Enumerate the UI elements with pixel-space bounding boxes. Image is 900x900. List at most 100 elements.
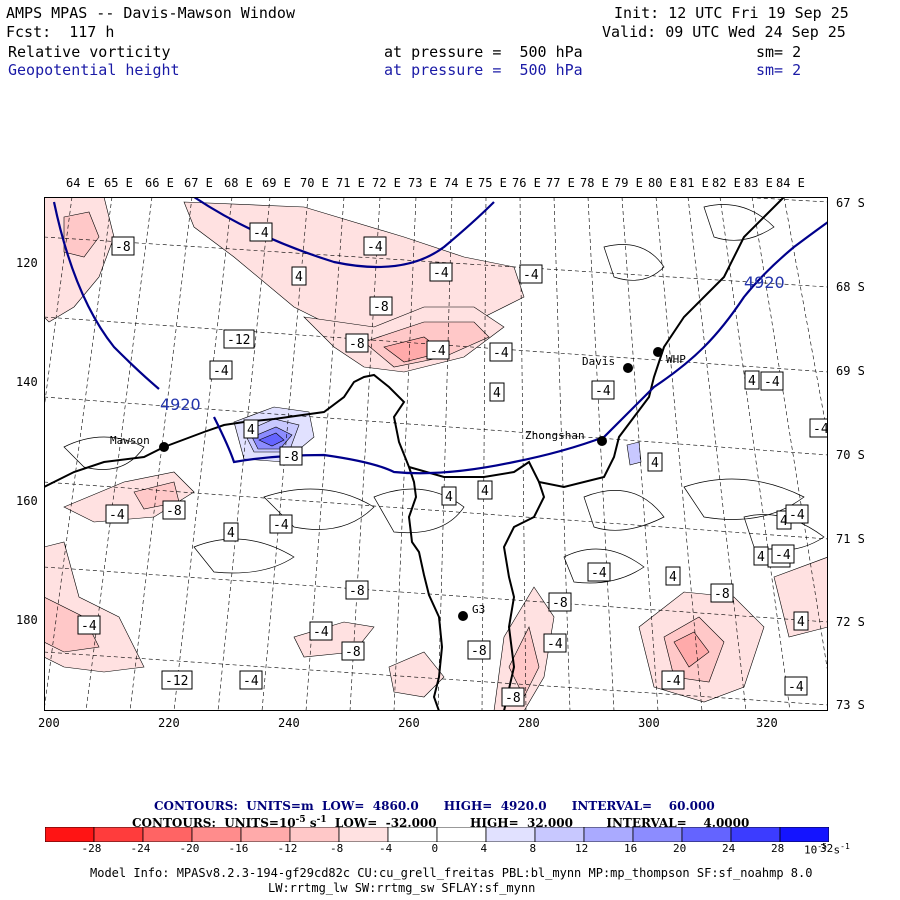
vorticity-label-box <box>771 544 795 564</box>
vorticity-label-box <box>429 262 453 282</box>
field2-smoothing: sm= 2 <box>756 61 802 79</box>
colorbar-swatch <box>534 827 585 842</box>
vorticity-label: -4 <box>273 518 289 533</box>
vorticity-label-box <box>665 566 681 586</box>
vorticity-contour-info: CONTOURS: UNITS=10-5 s-1 LOW= -32.000 HI… <box>132 812 749 832</box>
colorbar-label: 8 <box>529 842 537 855</box>
colorbar-units-exponent: -5 <box>817 842 827 851</box>
vorticity-label: -4 <box>493 346 509 361</box>
station-label-mawson: Mawson <box>110 434 150 447</box>
lon-label: 71 E <box>336 176 365 190</box>
vorticity-label-box <box>647 452 663 472</box>
colorbar-units-tail: s <box>826 843 841 857</box>
vorticity-label-box <box>489 342 513 362</box>
height-contours <box>52 197 828 475</box>
colorbar-swatch <box>240 827 291 842</box>
colorbar-swatch <box>142 827 193 842</box>
colorbar-swatch <box>485 827 536 842</box>
mawson-marker <box>159 442 169 452</box>
vorticity-label-box <box>309 621 333 641</box>
colorbar-label: -16 <box>228 842 249 855</box>
lon-label: 67 E <box>184 176 213 190</box>
whp-marker <box>653 347 663 357</box>
station-markers <box>159 347 663 621</box>
vorticity-label-box <box>369 296 393 316</box>
vorticity-label: 4 <box>247 423 255 438</box>
colorbar-label: -8 <box>330 842 344 855</box>
vorticity-label: -4 <box>789 508 805 523</box>
vorticity-label-box <box>785 504 809 524</box>
zhongshan-marker <box>597 436 607 446</box>
vorticity-label-box <box>162 500 186 520</box>
colorbar-units-exponent2: -1 <box>840 842 850 851</box>
vorticity-label: -12 <box>165 674 188 689</box>
vorticity-label-box <box>489 382 505 402</box>
vorticity-label: -8 <box>552 596 568 611</box>
lon-label: 76 E <box>512 176 541 190</box>
vorticity-label-box <box>587 562 611 582</box>
lat-label: 71 S <box>836 532 865 546</box>
field1-smoothing: sm= 2 <box>756 43 802 61</box>
vorticity-label-box <box>477 480 493 500</box>
lon-label: 72 E <box>372 176 401 190</box>
vorticity-label: -4 <box>547 637 563 652</box>
colorbar-swatch <box>583 827 634 842</box>
field2-name: Geopotential height <box>8 61 180 79</box>
lon-label: 77 E <box>546 176 575 190</box>
lat-label: 68 S <box>836 280 865 294</box>
vorticity-label-box <box>161 670 193 690</box>
colorbar-units-base: 10 <box>804 843 818 857</box>
vorticity-label: 4 <box>757 550 765 565</box>
vorticity-label: -4 <box>523 268 539 283</box>
y-tick: 120 <box>16 256 38 270</box>
vorticity-label: -4 <box>109 508 125 523</box>
x-tick: 300 <box>638 716 660 730</box>
colorbar <box>45 827 829 842</box>
colorbar-units: 10-5 s-1 <box>804 842 850 857</box>
vorticity-label-box <box>467 640 491 660</box>
vorticity-label: 4 <box>797 615 805 630</box>
vorticity-label: 4 <box>445 490 453 505</box>
vorticity-label: -4 <box>213 364 229 379</box>
map-frame <box>44 197 828 711</box>
height-label: 4920 <box>160 395 201 414</box>
lat-label: 70 S <box>836 448 865 462</box>
vorticity-label: 4 <box>227 526 235 541</box>
colorbar-label: 16 <box>624 842 638 855</box>
vorticity-label: -8 <box>283 450 299 465</box>
vorticity-label-box <box>519 264 543 284</box>
model-info-line1: Model Info: MPASv8.2.3-194-gf29cd82c CU:… <box>90 866 813 880</box>
vorticity-label: -4 <box>367 240 383 255</box>
vorticity-label-box <box>291 266 307 286</box>
lon-label: 70 E <box>300 176 329 190</box>
coastline <box>44 197 785 711</box>
vorticity-label: -4 <box>433 266 449 281</box>
colorbar-swatch <box>93 827 144 842</box>
vorticity-label: -4 <box>591 566 607 581</box>
colorbar-label: 0 <box>431 842 439 855</box>
x-tick: 320 <box>756 716 778 730</box>
vorticity-label-box <box>793 611 809 631</box>
vorticity-label: -4 <box>253 226 269 241</box>
vorticity-label-box <box>426 340 450 360</box>
vorticity-label-box <box>809 418 828 438</box>
lon-label: 83 E <box>744 176 773 190</box>
vorticity-label: -4 <box>81 619 97 634</box>
vorticity-label: -8 <box>345 645 361 660</box>
x-tick: 220 <box>158 716 180 730</box>
colorbar-swatch <box>289 827 340 842</box>
vorticity-height-map: Mawson Davis WHP Zhongshan G3 4920 4920 … <box>44 197 828 711</box>
colorbar-swatch <box>779 827 829 842</box>
vorticity-label-box <box>760 371 784 391</box>
vorticity-label-box <box>279 446 303 466</box>
vorticity-label: -4 <box>813 422 828 437</box>
colorbar-label: 24 <box>722 842 736 855</box>
lon-label: 82 E <box>712 176 741 190</box>
lat-label: 69 S <box>836 364 865 378</box>
graticule <box>44 197 828 711</box>
vorticity-label-box <box>77 615 101 635</box>
colorbar-label: -24 <box>130 842 151 855</box>
vorticity-label-box <box>243 419 259 439</box>
davis-marker <box>623 363 633 373</box>
vorticity-label: 4 <box>493 386 501 401</box>
